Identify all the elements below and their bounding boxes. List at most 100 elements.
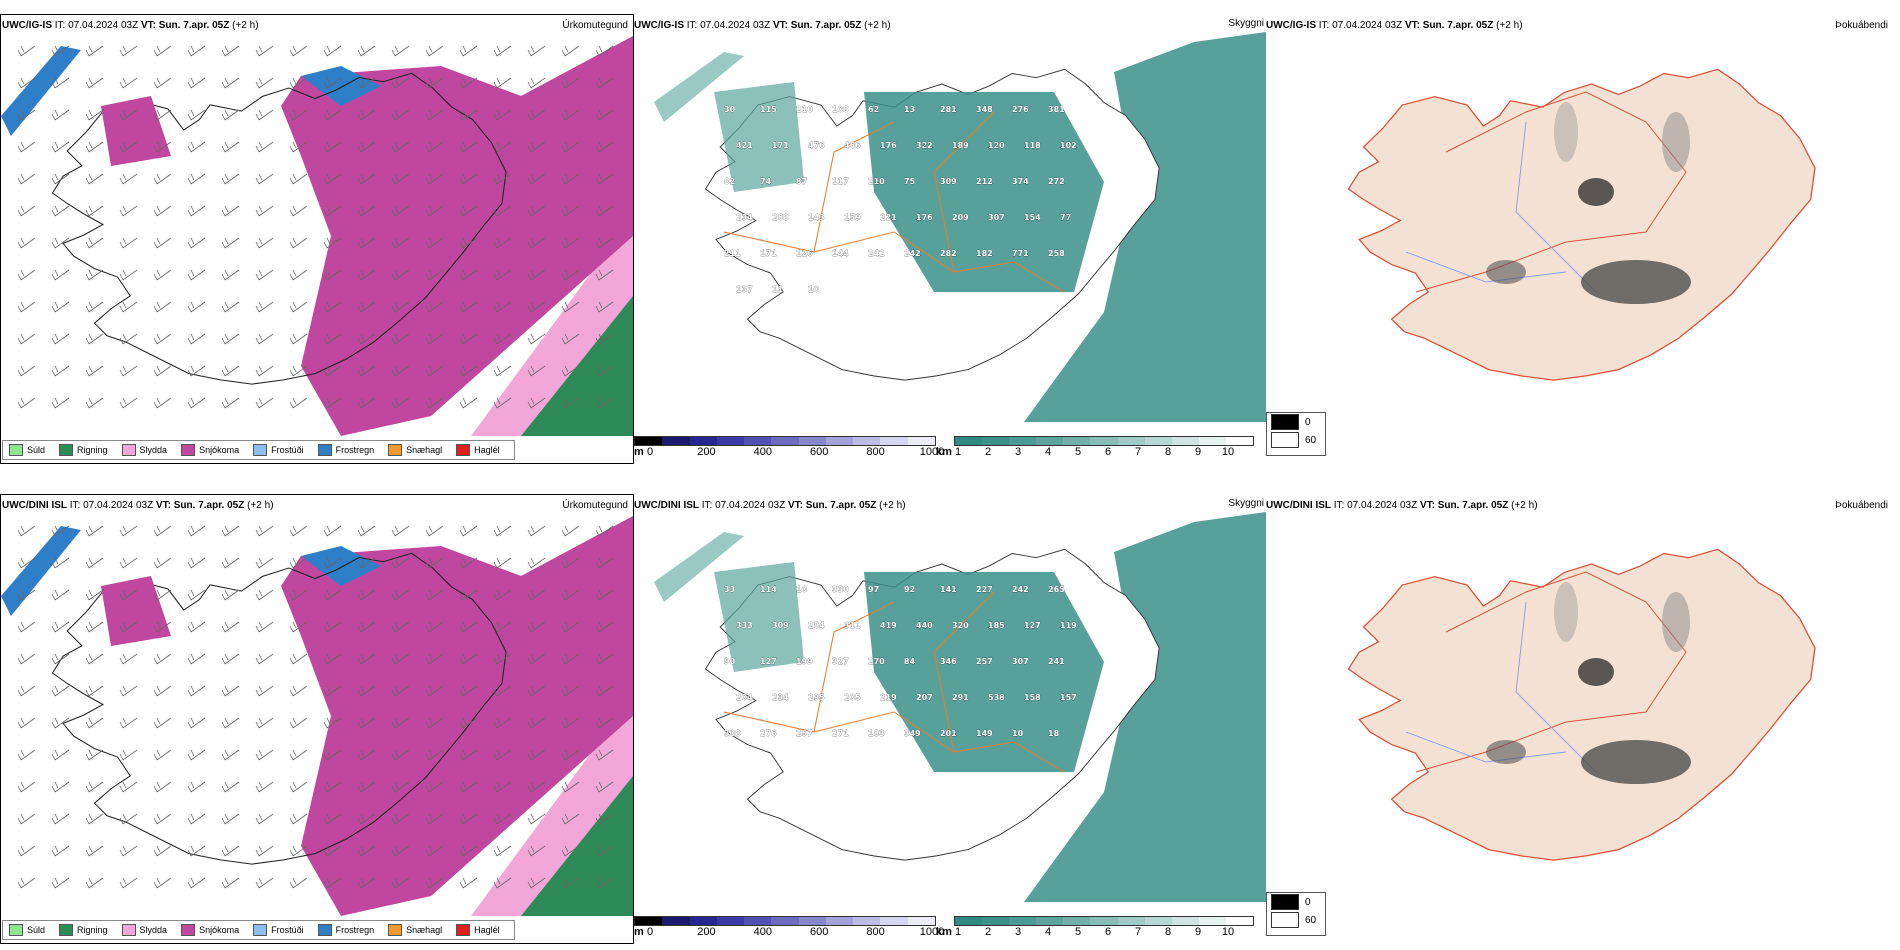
peak-elevation-label: 346: [940, 657, 957, 666]
wind-barb: [425, 333, 444, 345]
wind-barb: [289, 269, 308, 281]
wind-barb: [425, 813, 444, 825]
wind-barb: [255, 45, 274, 57]
wind-barb: [323, 77, 342, 89]
fog-area: [1554, 102, 1578, 162]
wind-barb: [221, 237, 240, 249]
wind-barb: [357, 845, 376, 857]
peak-elevation-label: 10: [1012, 729, 1024, 738]
map-frame: [0, 14, 634, 464]
wind-barb: [255, 397, 274, 409]
wind-barb: [221, 813, 240, 825]
peak-elevation-label: 241: [1048, 657, 1065, 666]
panel-header: UWC/IG-IS IT: 07.04.2024 03Z VT: Sun. 7.…: [1266, 20, 1523, 32]
legend-swatch: [388, 444, 403, 456]
wind-barb: [357, 877, 376, 889]
peak-elevation-label: 183: [868, 729, 885, 738]
peak-elevation-label: 117: [832, 177, 849, 186]
wind-barb: [17, 525, 36, 537]
colorbar-cell: [1225, 917, 1254, 925]
valid-time: Sun. 7.apr. 05Z: [805, 500, 877, 511]
wind-barb: [561, 269, 580, 281]
land-area: [1347, 68, 1816, 381]
peak-elevation-label: 210: [868, 177, 885, 186]
wind-barb: [357, 525, 376, 537]
wind-barb: [391, 365, 410, 377]
wind-barb: [153, 237, 172, 249]
wind-barb: [153, 109, 172, 121]
wind-barb: [323, 813, 342, 825]
wind-barb: [561, 45, 580, 57]
wind-barb: [323, 717, 342, 729]
peak-elevation-label: 207: [916, 693, 933, 702]
colorbar-cell: [1144, 437, 1172, 445]
wind-barb: [527, 205, 546, 217]
peak-elevation-label: 137: [736, 285, 753, 294]
wind-barb: [425, 877, 444, 889]
fog-legend: 0 60: [1266, 892, 1326, 936]
tick-label: 6: [1104, 446, 1112, 458]
wind-barb: [119, 781, 138, 793]
legend-label: Frostregn: [335, 445, 375, 455]
legend-item: Rigning: [59, 444, 108, 456]
legend-swatch: [59, 444, 74, 456]
wind-barb: [255, 781, 274, 793]
wind-barb: [391, 717, 410, 729]
wind-barb: [357, 173, 376, 185]
wind-barb: [289, 301, 308, 313]
fog-legend-label: 60: [1305, 914, 1317, 926]
wind-barb: [357, 141, 376, 153]
wind-barb: [153, 749, 172, 761]
wind-barb: [323, 45, 342, 57]
wind-barb: [221, 845, 240, 857]
wind-barb: [459, 845, 478, 857]
wind-barb: [561, 589, 580, 601]
wind-barb: [255, 333, 274, 345]
wind-barb: [527, 589, 546, 601]
init-time: 07.04.2024 03Z: [83, 500, 154, 511]
wind-barb: [323, 333, 342, 345]
wind-barb: [289, 333, 308, 345]
peak-elevation-label: 199: [796, 657, 813, 666]
tick-label: 7: [1134, 926, 1142, 938]
wind-barb: [187, 205, 206, 217]
vt-label: VT:: [155, 500, 171, 511]
wind-barb: [153, 781, 172, 793]
tick-label: 4: [1044, 926, 1052, 938]
wind-barb: [85, 77, 104, 89]
wind-barb: [51, 205, 70, 217]
fog-legend-swatch: [1271, 894, 1299, 910]
wind-barb: [459, 205, 478, 217]
colorbar-cell: [955, 437, 983, 445]
legend-swatch: [317, 444, 332, 456]
peak-elevation-label: 291: [952, 693, 969, 702]
colorbar-cell: [1144, 917, 1172, 925]
tick-label: 4: [1044, 446, 1052, 458]
wind-barb: [85, 749, 104, 761]
wind-barb: [595, 77, 614, 89]
wind-barb: [119, 109, 138, 121]
peak-elevation-label: 158: [1024, 693, 1041, 702]
fog-legend-label: 0: [1305, 896, 1311, 908]
legend-label: Snæhagl: [406, 445, 443, 455]
wind-barb: [391, 109, 410, 121]
wind-barb: [391, 525, 410, 537]
wind-barb: [289, 749, 308, 761]
legend-label: Snæhagl: [406, 925, 443, 935]
wind-barb: [323, 141, 342, 153]
wind-barb: [595, 205, 614, 217]
fog-map: [1347, 68, 1816, 381]
wind-barb: [561, 141, 580, 153]
colorbar-cell: [825, 917, 854, 925]
precip-legend: Súld Rigning Slydda Snjókoma Frostúði Frostre…: [2, 440, 515, 460]
wind-barb: [561, 717, 580, 729]
wind-barb: [493, 365, 512, 377]
vt-label: VT:: [772, 20, 788, 31]
land-area: [1347, 548, 1816, 861]
wind-barb: [221, 269, 240, 281]
visibility-colorbar: [954, 916, 1254, 926]
wind-barb: [493, 813, 512, 825]
wind-barb: [51, 589, 70, 601]
wind-barb: [119, 333, 138, 345]
peak-elevation-label: 97: [868, 585, 879, 594]
